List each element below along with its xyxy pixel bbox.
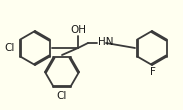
Text: OH: OH [70, 25, 86, 35]
Text: Cl: Cl [5, 43, 15, 53]
Text: Cl: Cl [57, 91, 67, 101]
Text: F: F [150, 67, 156, 77]
Text: HN: HN [98, 37, 113, 47]
